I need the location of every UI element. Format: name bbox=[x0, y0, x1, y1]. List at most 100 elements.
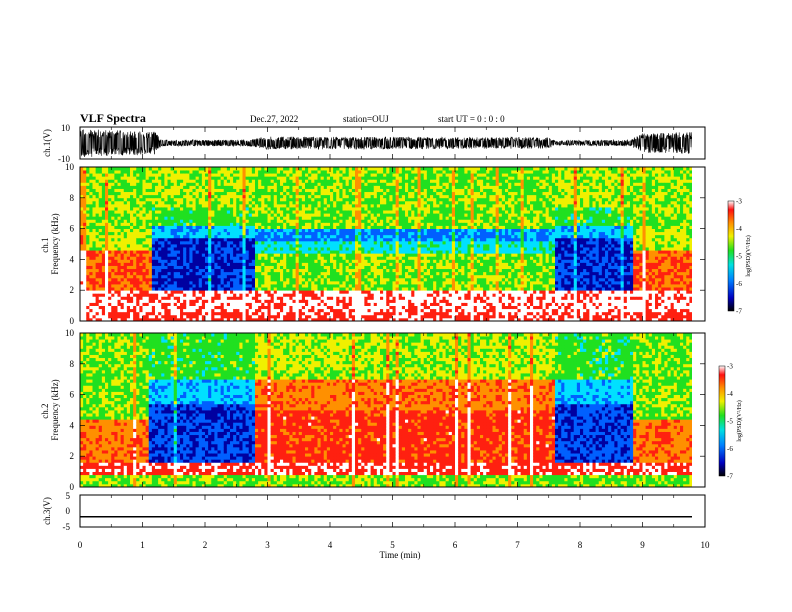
spectrogram-cell bbox=[126, 219, 131, 223]
spectrogram-cell bbox=[183, 197, 187, 202]
spectrogram-cell bbox=[114, 302, 118, 306]
spectrogram-cell bbox=[358, 170, 362, 174]
spectrogram-cell bbox=[376, 234, 381, 239]
spectrogram-cell bbox=[133, 194, 137, 199]
spectrogram-cell bbox=[161, 250, 165, 254]
spectrogram-cell bbox=[83, 222, 87, 226]
spectrogram-cell bbox=[314, 265, 318, 270]
spectrogram-cell bbox=[176, 194, 181, 199]
spectrogram-cell bbox=[358, 284, 362, 288]
spectrogram-cell bbox=[270, 259, 275, 263]
spectrogram-cell bbox=[95, 210, 100, 214]
spectrogram-cell bbox=[233, 191, 237, 196]
spectrogram-cell bbox=[373, 280, 378, 285]
spectrogram-cell bbox=[151, 296, 156, 300]
spectrogram-cell bbox=[330, 293, 334, 297]
spectrogram-cell bbox=[230, 182, 234, 186]
spectrogram-cell bbox=[189, 299, 193, 303]
spectrogram-cell bbox=[289, 247, 293, 251]
spectrogram-cell bbox=[370, 287, 375, 291]
spectrogram-cell bbox=[236, 194, 240, 199]
spectrogram-cell bbox=[211, 237, 215, 242]
spectrogram-cell bbox=[248, 185, 253, 189]
spectrogram-cell bbox=[89, 228, 93, 233]
spectrogram-cell bbox=[308, 299, 312, 303]
spectrogram-cell bbox=[326, 219, 331, 223]
spectrogram-cell bbox=[117, 216, 122, 220]
spectrogram-cell bbox=[133, 231, 137, 236]
spectrogram-cell bbox=[342, 179, 347, 183]
spectrogram-cell bbox=[333, 253, 337, 257]
spectrogram-cell bbox=[339, 274, 343, 279]
spectrogram-cell bbox=[92, 284, 97, 288]
spectrogram-cell bbox=[230, 210, 234, 214]
spectrogram-cell bbox=[155, 240, 159, 245]
spectrogram-cell bbox=[236, 290, 240, 294]
spectrogram-cell bbox=[145, 311, 150, 316]
spectrogram-cell bbox=[111, 216, 115, 220]
spectrogram-cell bbox=[333, 228, 337, 233]
spectrogram-cell bbox=[123, 250, 128, 254]
spectrogram-cell bbox=[230, 207, 234, 211]
spectrogram-cell bbox=[180, 216, 184, 220]
spectrogram-cell bbox=[98, 197, 103, 202]
spectrogram-cell bbox=[280, 240, 284, 245]
spectrogram-cell bbox=[192, 240, 197, 245]
spectrogram-cell bbox=[120, 237, 125, 242]
spectrogram-cell bbox=[80, 185, 84, 189]
spectrogram-cell bbox=[111, 277, 115, 282]
spectrogram-cell bbox=[80, 210, 84, 214]
spectrogram-cell bbox=[255, 305, 259, 310]
spectrogram-cell bbox=[245, 284, 250, 288]
spectrogram-cell bbox=[170, 207, 175, 211]
spectrogram-cell bbox=[236, 265, 240, 270]
spectrogram-cell bbox=[170, 213, 175, 217]
spectrogram-cell bbox=[180, 290, 184, 294]
spectrogram-cell bbox=[189, 293, 193, 297]
spectrogram-cell bbox=[286, 191, 290, 196]
spectrogram-cell bbox=[101, 284, 106, 288]
spectrogram-cell bbox=[289, 284, 293, 288]
spectrogram-cell bbox=[183, 173, 187, 177]
spectrogram-cell bbox=[230, 256, 234, 260]
spectrogram-cell bbox=[114, 222, 118, 226]
spectrogram-cell bbox=[105, 274, 109, 279]
spectrogram-cell bbox=[164, 191, 168, 196]
spectrogram-cell bbox=[114, 170, 118, 174]
spectrogram-cell bbox=[176, 167, 181, 171]
spectrogram-cell bbox=[361, 228, 365, 233]
spectrogram-cell bbox=[148, 179, 153, 183]
spectrogram-cell bbox=[383, 173, 387, 177]
spectrogram-cell bbox=[370, 179, 375, 183]
spectrogram-cell bbox=[142, 173, 147, 177]
spectrogram-cell bbox=[133, 311, 137, 316]
spectrogram-cell bbox=[105, 256, 109, 260]
spectrogram-cell bbox=[108, 271, 112, 276]
spectrogram-cell bbox=[258, 317, 262, 321]
spectrogram-cell bbox=[205, 210, 209, 214]
spectrogram-cell bbox=[320, 222, 325, 226]
spectrogram-cell bbox=[245, 302, 250, 306]
spectrogram-cell bbox=[389, 311, 393, 316]
spectrogram-cell bbox=[367, 200, 372, 205]
spectrogram-cell bbox=[286, 302, 290, 306]
spectrogram-cell bbox=[289, 277, 293, 282]
spectrogram-cell bbox=[148, 299, 153, 303]
spectrogram-cell bbox=[230, 194, 234, 199]
spectrogram-cell bbox=[326, 240, 331, 245]
spectrogram-cell bbox=[236, 244, 240, 248]
spectrogram-cell bbox=[339, 296, 343, 300]
spectrogram-cell bbox=[136, 277, 140, 282]
spectrogram-cell bbox=[117, 237, 122, 242]
spectrogram-cell bbox=[273, 185, 278, 189]
spectrogram-cell bbox=[211, 259, 215, 263]
spectrogram-cell bbox=[217, 194, 222, 199]
spectrogram-cell bbox=[348, 222, 353, 226]
spectrogram-cell bbox=[180, 311, 184, 316]
spectrogram-cell bbox=[348, 234, 353, 239]
spectrogram-cell bbox=[301, 188, 306, 193]
spectrogram-cell bbox=[145, 213, 150, 217]
spectrogram-cell bbox=[351, 207, 356, 211]
spectrogram-cell bbox=[239, 256, 243, 260]
spectrogram-cell bbox=[326, 216, 331, 220]
